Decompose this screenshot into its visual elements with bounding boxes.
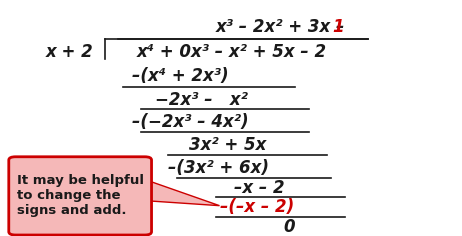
Text: –(x⁴ + 2x³): –(x⁴ + 2x³) [132, 67, 229, 85]
Text: x + 2: x + 2 [46, 43, 94, 61]
Text: It may be helpful
to change the
signs and add.: It may be helpful to change the signs an… [17, 174, 144, 217]
Text: x⁴ + 0x³ – x² + 5x – 2: x⁴ + 0x³ – x² + 5x – 2 [137, 43, 327, 61]
Text: 3x² + 5x: 3x² + 5x [188, 136, 266, 154]
Text: 1: 1 [332, 18, 344, 37]
Polygon shape [139, 177, 219, 206]
Text: –x – 2: –x – 2 [234, 179, 285, 197]
Text: 0: 0 [283, 218, 295, 236]
Text: −2x³ –   x²: −2x³ – x² [155, 91, 248, 109]
Text: –(–x – 2): –(–x – 2) [219, 198, 294, 216]
Text: –(−2x³ – 4x²): –(−2x³ – 4x²) [132, 114, 249, 131]
FancyBboxPatch shape [9, 157, 152, 235]
Text: x³ – 2x² + 3x –: x³ – 2x² + 3x – [216, 18, 351, 37]
Text: –(3x² + 6x): –(3x² + 6x) [168, 159, 269, 177]
